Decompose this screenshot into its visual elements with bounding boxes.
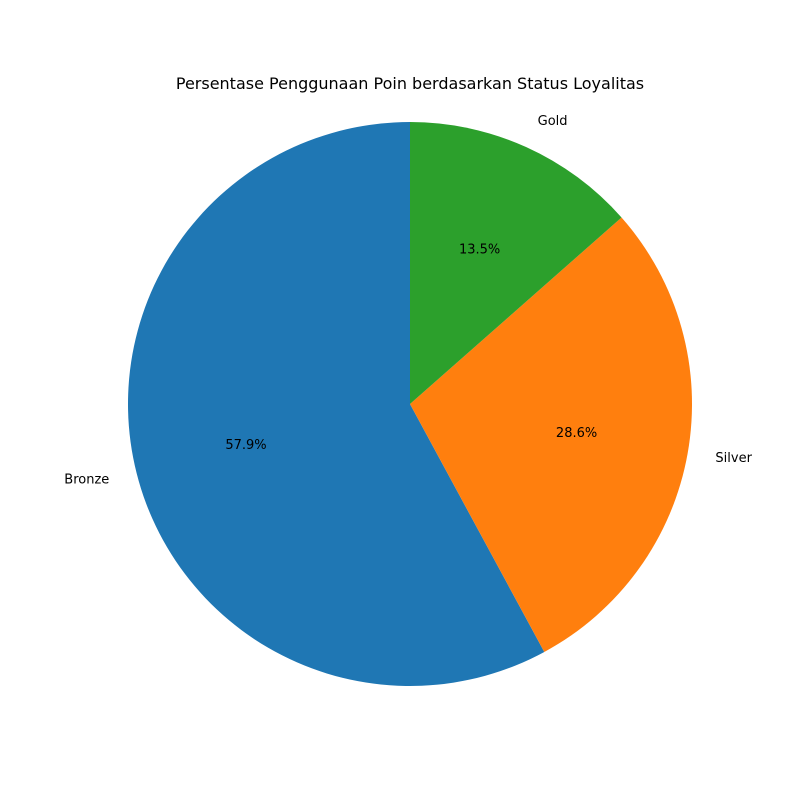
slice-label-gold: Gold (538, 114, 568, 129)
slice-label-silver: Silver (715, 451, 752, 466)
pct-label-gold: 13.5% (459, 242, 500, 257)
pie-labels: Bronze 57.9% Silver 28.6% Gold 13.5% (64, 114, 752, 488)
pct-label-silver: 28.6% (556, 426, 597, 441)
pie-slices (127, 122, 693, 687)
chart-title: Persentase Penggunaan Poin berdasarkan S… (176, 74, 644, 93)
pie-slice-silver (410, 217, 693, 652)
pie-slice-bronze (127, 122, 545, 687)
slice-label-bronze: Bronze (64, 473, 109, 488)
pie-slice-gold (410, 122, 622, 404)
pct-label-bronze: 57.9% (225, 438, 266, 453)
